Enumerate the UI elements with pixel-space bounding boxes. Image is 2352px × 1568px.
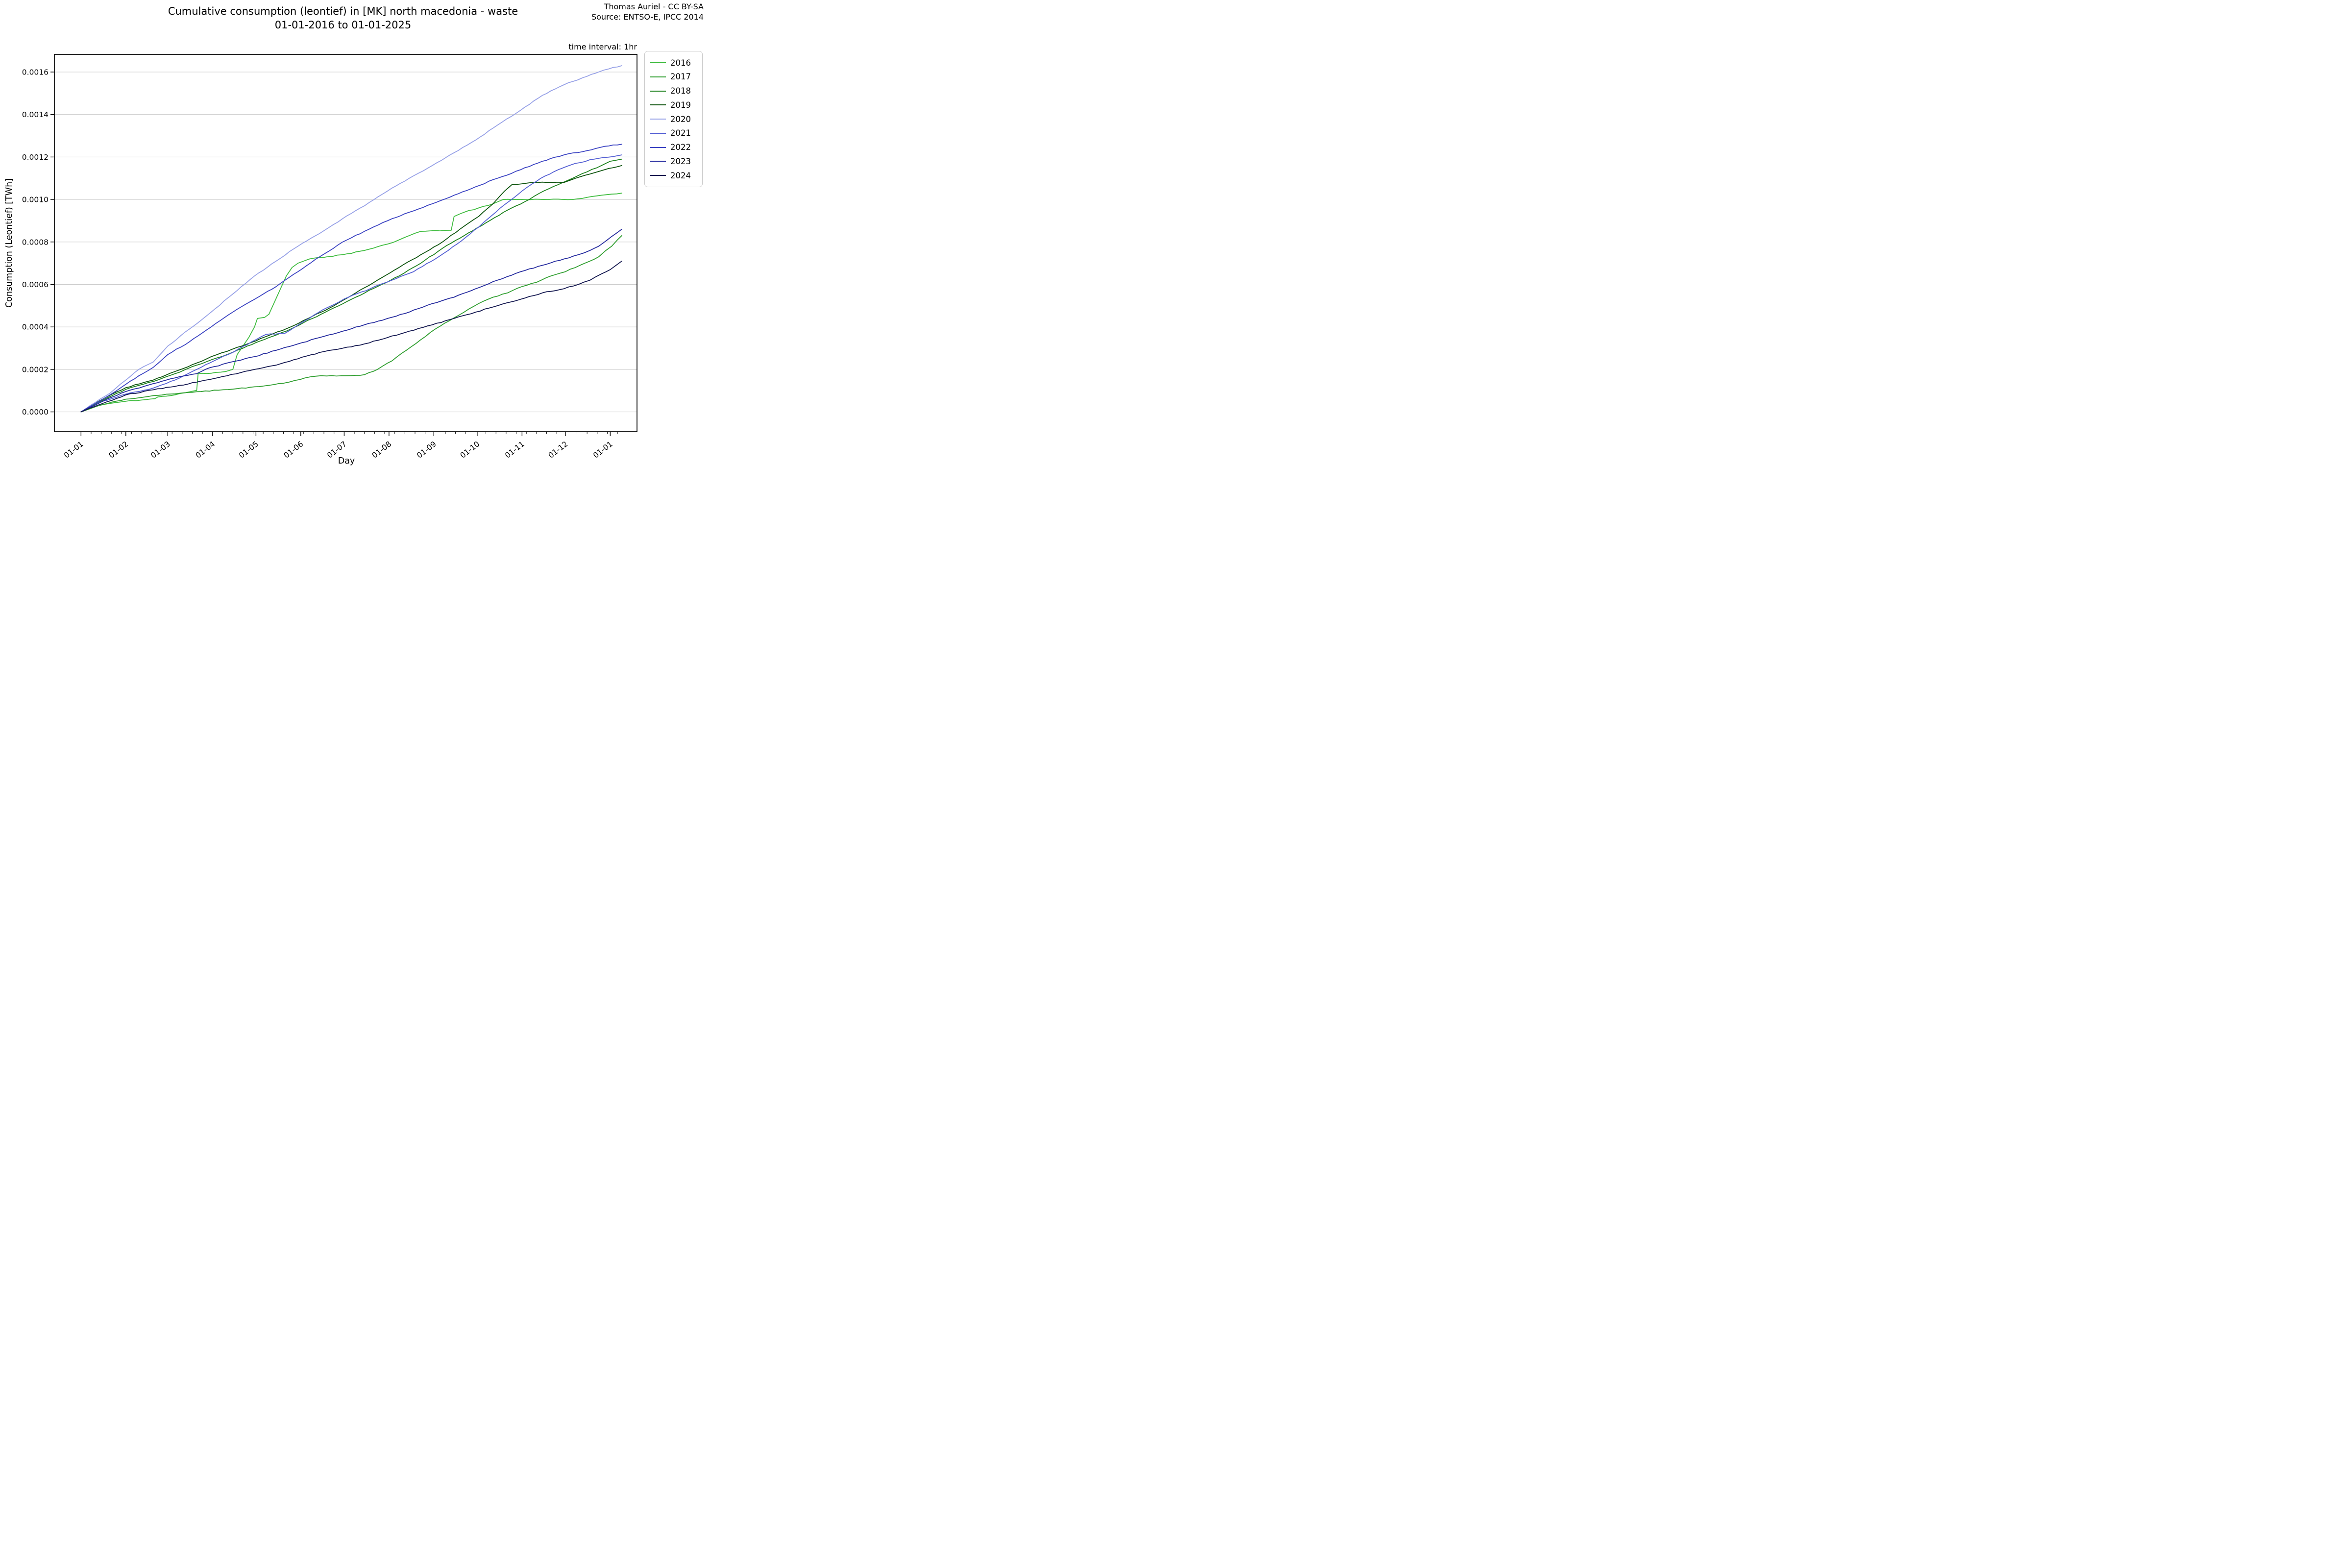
legend-label-2020: 2020 (670, 114, 691, 124)
x-tick-label: 01-09 (415, 440, 438, 460)
legend-label-2019: 2019 (670, 100, 691, 110)
y-tick-label: 0.0016 (22, 68, 49, 77)
legend-item-2021: 2021 (650, 128, 698, 139)
y-tick-label: 0.0012 (22, 153, 49, 162)
legend-line-swatch-2016 (650, 62, 666, 63)
series-line-2016 (80, 193, 622, 413)
x-tick-label: 01-08 (370, 440, 393, 460)
legend-item-2020: 2020 (650, 114, 698, 124)
x-tick-label: 01-10 (459, 440, 482, 460)
x-tick-label: 01-01 (591, 440, 614, 460)
series-lines (80, 65, 622, 413)
legend-label-2017: 2017 (670, 72, 691, 82)
legend-line-swatch-2024 (650, 175, 666, 176)
attribution: Thomas Auriel - CC BY-SA Source: ENTSO-E… (591, 2, 704, 23)
legend-label-2021: 2021 (670, 128, 691, 138)
legend-label-2024: 2024 (670, 171, 691, 180)
chart-figure: 01-01 01-02 01-03 01-04 01-05 01-06 01-07 01-08… (0, 0, 706, 470)
chart-title: Cumulative consumption (leontief) in [MK… (0, 5, 686, 32)
legend-item-2018: 2018 (650, 86, 698, 97)
legend-line-swatch-2019 (650, 104, 666, 106)
legend-line-swatch-2023 (650, 161, 666, 162)
y-tick-label: 0.0010 (22, 196, 49, 204)
x-tick-label: 01-03 (149, 440, 172, 460)
legend-item-2023: 2023 (650, 156, 698, 167)
attribution-author: Thomas Auriel - CC BY-SA (604, 2, 704, 11)
legend-item-2017: 2017 (650, 72, 698, 82)
y-axis-title: Consumption (Leontief) [TWh] (4, 178, 14, 308)
series-line-2021 (80, 154, 622, 413)
legend-line-swatch-2017 (650, 76, 666, 77)
chart-plot-svg: 01-01 01-02 01-03 01-04 01-05 01-06 01-07 01-08… (4, 54, 637, 466)
x-tick-label: 01-06 (282, 440, 305, 460)
series-line-2024 (80, 260, 622, 413)
legend-box: 2016 2017 2018 2019 2020 2021 2022 2023 2024 (644, 51, 703, 187)
y-tick-label: 0.0014 (22, 110, 49, 119)
legend-line-swatch-2018 (650, 90, 666, 92)
y-tick-label: 0.0002 (22, 365, 49, 374)
plot-border (54, 54, 637, 432)
legend-label-2022: 2022 (670, 143, 691, 152)
x-tick-label: 01-01 (62, 440, 85, 460)
y-tick-label: 0.0000 (22, 408, 49, 416)
x-tick-label: 01-05 (237, 440, 260, 460)
series-line-2020 (80, 65, 622, 413)
time-interval-note: time interval: 1hr (568, 42, 637, 51)
chart-title-line2: 01-01-2016 to 01-01-2025 (274, 19, 412, 31)
legend-label-2023: 2023 (670, 156, 691, 166)
legend-item-2016: 2016 (650, 57, 698, 68)
series-line-2018 (80, 158, 622, 413)
legend-item-2022: 2022 (650, 142, 698, 153)
series-line-2017 (80, 235, 622, 413)
legend-item-2024: 2024 (650, 170, 698, 181)
x-axis-title: Day (338, 456, 355, 466)
y-tick-label: 0.0008 (22, 238, 49, 246)
gridlines (54, 72, 637, 413)
series-line-2019 (80, 165, 622, 413)
legend-line-swatch-2020 (650, 119, 666, 120)
legend-label-2018: 2018 (670, 86, 691, 96)
y-tick-label: 0.0004 (22, 323, 49, 332)
x-tick-label: 01-02 (107, 440, 130, 460)
y-axis-ticks: 0.0000 0.0002 0.0004 0.0006 0.0008 0.0010 0.00… (22, 68, 54, 416)
legend-line-swatch-2022 (650, 147, 666, 148)
x-tick-label: 01-04 (194, 440, 217, 460)
y-tick-label: 0.0006 (22, 280, 49, 289)
chart-title-line1: Cumulative consumption (leontief) in [MK… (168, 5, 518, 17)
series-line-2023 (80, 228, 622, 413)
series-line-2022 (80, 144, 622, 413)
legend-label-2016: 2016 (670, 58, 691, 68)
x-tick-label: 01-12 (547, 440, 570, 460)
x-tick-label: 01-11 (503, 440, 526, 460)
attribution-source: Source: ENTSO-E, IPCC 2014 (591, 12, 704, 22)
legend-line-swatch-2021 (650, 132, 666, 134)
legend-item-2019: 2019 (650, 99, 698, 110)
